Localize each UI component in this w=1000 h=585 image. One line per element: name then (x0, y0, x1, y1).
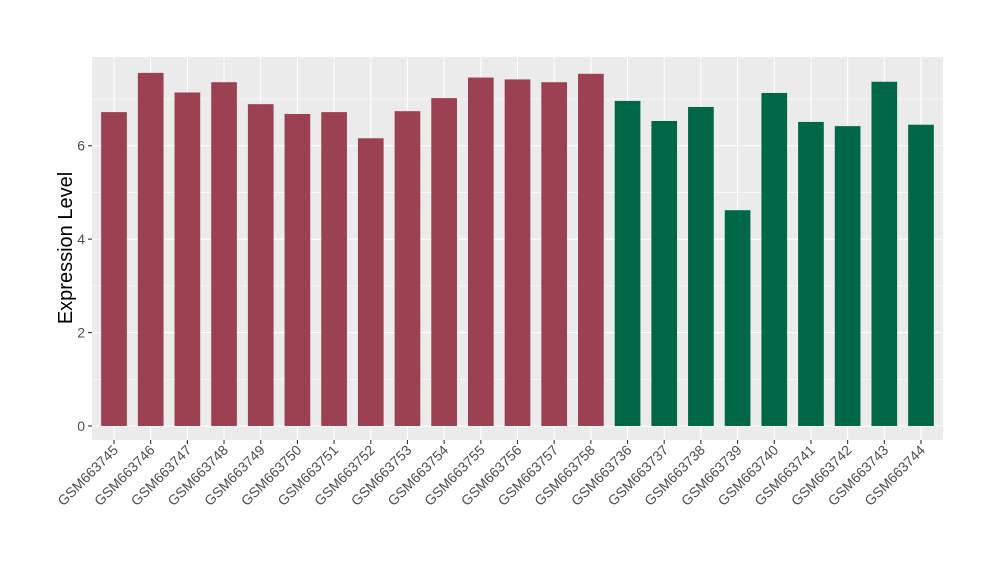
bar-GSM663752 (357, 138, 384, 426)
bar-GSM663758 (578, 73, 604, 426)
y-axis-label: Expression Level (55, 172, 77, 324)
bar-GSM663747 (174, 92, 201, 426)
bar-GSM663744 (908, 124, 934, 426)
y-tick-label: 0 (77, 418, 85, 434)
bar-GSM663743 (871, 81, 898, 426)
y-tick-label: 6 (77, 138, 85, 154)
y-tick-label: 4 (77, 231, 85, 247)
bars-group (101, 72, 934, 426)
bar-GSM663741 (798, 121, 824, 426)
bar-GSM663746 (137, 72, 164, 426)
bar-GSM663756 (504, 79, 531, 426)
bar-GSM663757 (541, 82, 568, 426)
y-axis: 0 2 4 6 (77, 138, 92, 434)
bar-GSM663749 (247, 104, 274, 426)
bar-GSM663754 (431, 98, 457, 426)
bar-GSM663740 (761, 92, 788, 426)
bar-GSM663745 (101, 112, 127, 426)
bar-GSM663739 (724, 210, 751, 426)
bar-GSM663742 (834, 126, 861, 426)
y-tick-label: 2 (77, 325, 85, 341)
bar-GSM663748 (211, 82, 237, 426)
x-axis: GSM663745GSM663746GSM663747GSM663748GSM6… (54, 440, 928, 509)
bar-GSM663753 (394, 111, 421, 426)
bar-GSM663750 (284, 113, 311, 426)
bar-GSM663738 (688, 106, 714, 426)
bar-GSM663736 (614, 100, 641, 426)
bar-GSM663755 (467, 77, 494, 426)
bar-GSM663751 (321, 112, 347, 426)
bar-GSM663737 (651, 120, 678, 426)
